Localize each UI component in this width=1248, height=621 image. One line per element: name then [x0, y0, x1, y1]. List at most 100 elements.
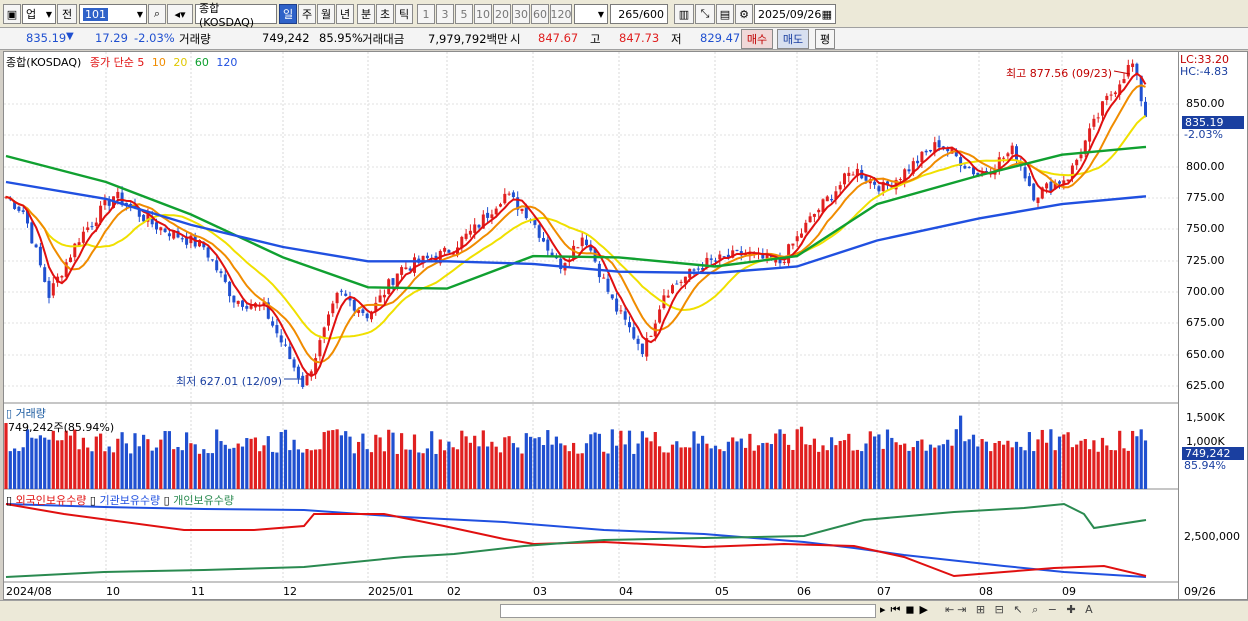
volume-bar	[619, 430, 623, 489]
volume-bar	[812, 438, 816, 489]
x-label-9: 06	[797, 585, 811, 598]
volume-bar	[1010, 447, 1014, 489]
tab-tick[interactable]: 틱	[395, 4, 413, 24]
volume-bar	[838, 440, 842, 489]
volume-bar	[309, 450, 313, 489]
candle-body	[305, 374, 309, 386]
candle-body	[873, 181, 877, 185]
interval-3[interactable]: 3	[436, 4, 454, 24]
volume-bar	[997, 440, 1001, 489]
gear-icon[interactable]: ⚙	[735, 4, 753, 24]
volume-bar	[550, 444, 554, 489]
playback-controls[interactable]: ▸⏮◼▶	[880, 603, 934, 616]
buy-button[interactable]: 매수	[741, 29, 773, 49]
volume-bar	[1027, 432, 1031, 489]
candle-body	[714, 260, 717, 262]
search-icon[interactable]: ⌕	[148, 4, 166, 24]
volume-bar	[744, 447, 748, 489]
volume-bar	[903, 443, 907, 489]
count-field[interactable]: 265/600	[610, 4, 668, 24]
candle-body	[51, 283, 55, 296]
volume-bar	[468, 442, 472, 489]
candle-body	[503, 193, 507, 204]
volume-bar	[180, 450, 184, 489]
tab-minute[interactable]: 분	[357, 4, 375, 24]
volume-bar	[193, 444, 197, 489]
candle-body	[167, 233, 171, 237]
candle-body	[69, 257, 72, 263]
volume-bar	[890, 437, 894, 489]
volume-bar	[1135, 436, 1139, 489]
volume-bar	[1109, 450, 1113, 489]
save-icon[interactable]: ▤	[716, 4, 734, 24]
tab-year[interactable]: 년	[336, 4, 354, 24]
interval-5[interactable]: 5	[455, 4, 473, 24]
legend-ma-label: 종가 단순	[89, 56, 134, 69]
candle-body	[615, 298, 619, 312]
interval-10[interactable]: 10	[474, 4, 492, 24]
eval-button[interactable]: 평	[815, 29, 835, 49]
volume-value: 749,242	[262, 31, 310, 45]
prev-button[interactable]: 전	[57, 4, 77, 24]
code-input[interactable]: 101 ▼	[79, 4, 147, 24]
volume-bar	[1057, 436, 1062, 489]
volume-bar	[283, 429, 288, 489]
interval-20[interactable]: 20	[493, 4, 511, 24]
tab-week[interactable]: 주	[298, 4, 316, 24]
x-label-12: 09	[1062, 585, 1076, 598]
volume-bar	[47, 439, 51, 489]
y-tick-625: 625.00	[1186, 379, 1225, 392]
volume-bar	[60, 440, 64, 489]
volume-legend-value: 749,242주(85.94%)	[8, 421, 115, 434]
volume-bar	[920, 439, 924, 489]
volume-bar	[946, 439, 950, 489]
interval-120[interactable]: 120	[550, 4, 572, 24]
candle-body	[946, 147, 950, 152]
volume-bar	[64, 430, 68, 489]
candle-body	[576, 247, 580, 249]
volume-bar	[1096, 451, 1100, 489]
tab-day[interactable]: 일	[279, 4, 297, 24]
chart-area[interactable]: 종합(KOSDAQ) 종가 단순 5 10 20 60 120 최고 877.5…	[3, 51, 1180, 600]
volume-bar	[533, 438, 537, 489]
volume-bar	[326, 430, 331, 489]
sell-button[interactable]: 매도	[777, 29, 809, 49]
volume-bar	[937, 445, 941, 489]
speaker-icon[interactable]: ◂▾	[167, 4, 193, 24]
candle-body	[30, 222, 34, 244]
volume-bar	[339, 435, 343, 489]
candle-body	[314, 358, 318, 374]
volume-bar	[215, 429, 219, 489]
tab-second[interactable]: 초	[376, 4, 394, 24]
volume-bar	[129, 453, 133, 489]
candle-body	[1045, 183, 1049, 189]
date-input[interactable]: 2025/09/26 ▦	[754, 4, 836, 24]
candle-body	[309, 371, 313, 377]
indicator-icon[interactable]: ▥	[674, 4, 694, 24]
volume-bar	[382, 451, 386, 489]
candle-body	[606, 278, 610, 292]
y-tick-800: 800.00	[1186, 160, 1225, 173]
candle-body	[219, 271, 223, 274]
market-select[interactable]: 업 ▼	[22, 4, 56, 24]
candle-body	[77, 242, 81, 246]
candle-body	[554, 257, 558, 259]
volume-bar	[885, 429, 890, 489]
draw-icon[interactable]: ⤡	[695, 4, 715, 24]
volume-title: 거래량	[15, 407, 46, 420]
interval-input[interactable]: ▼	[574, 4, 608, 24]
interval-30[interactable]: 30	[512, 4, 530, 24]
interval-1[interactable]: 1	[417, 4, 435, 24]
volume-bar	[490, 441, 494, 489]
window-icon[interactable]: ▣	[3, 4, 21, 24]
zoom-tools-icon[interactable]: ⇤⇥ ⊞ ⊟ ↖ ⌕ − ✚ A	[945, 603, 1096, 616]
candle-body	[954, 150, 958, 157]
tab-month[interactable]: 월	[317, 4, 335, 24]
legend-ma120: 120	[216, 56, 238, 69]
vol-tick-1000k: 1,000K	[1186, 435, 1225, 448]
x-label-3: 12	[283, 585, 297, 598]
scroll-track[interactable]	[500, 604, 876, 618]
current-price: 835.19	[26, 31, 67, 45]
candle-body	[997, 157, 1001, 169]
interval-60[interactable]: 60	[531, 4, 549, 24]
